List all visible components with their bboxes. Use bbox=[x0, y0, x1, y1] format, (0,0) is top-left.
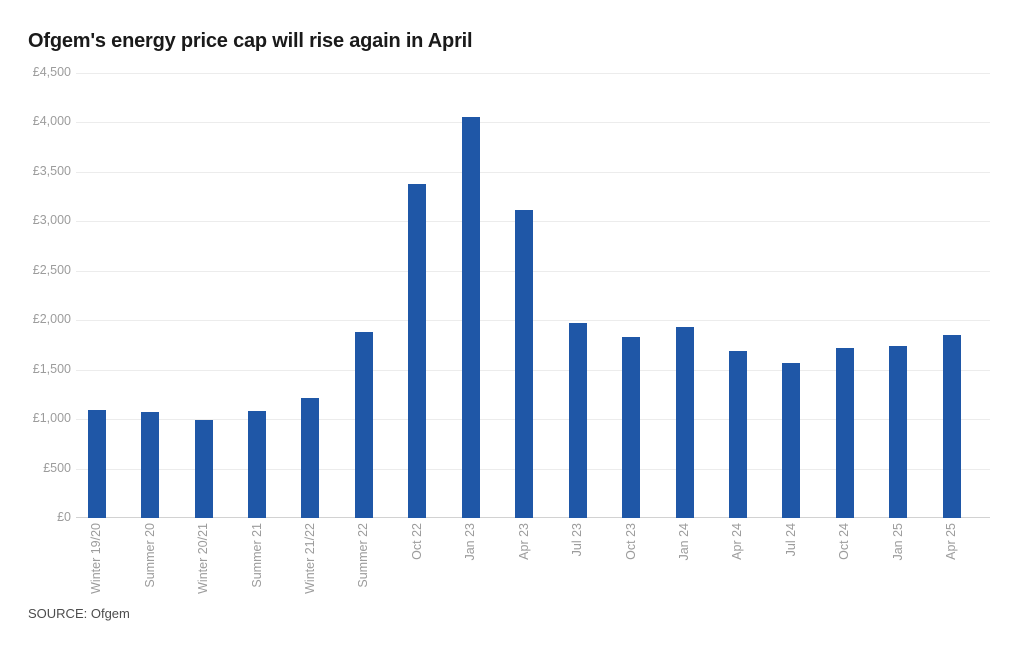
bar-jan-25 bbox=[889, 346, 908, 518]
x-tick-label-summer-20: Summer 20 bbox=[142, 523, 157, 588]
y-tick-label-2500: £2,500 bbox=[32, 262, 71, 277]
x-tick-label-apr-24: Apr 24 bbox=[730, 523, 745, 560]
y-tick-label-2000: £2,000 bbox=[32, 312, 71, 327]
y-tick-label-4000: £4,000 bbox=[32, 114, 71, 129]
bar-jul-24 bbox=[782, 362, 801, 518]
y-gridline bbox=[76, 171, 990, 173]
bar-jan-24 bbox=[675, 327, 694, 518]
bar-jul-23 bbox=[568, 322, 587, 518]
y-tick-label-4500: £4,500 bbox=[32, 65, 71, 79]
x-tick-label-jan-23: Jan 23 bbox=[463, 523, 478, 561]
bar-summer-22 bbox=[354, 331, 373, 518]
x-tick-label-winter-19-20: Winter 19/20 bbox=[89, 523, 104, 594]
bar-jan-23 bbox=[461, 116, 480, 518]
x-tick-label-jul-24: Jul 24 bbox=[783, 523, 798, 557]
x-tick-label-jan-24: Jan 24 bbox=[677, 523, 692, 561]
bar-oct-24 bbox=[835, 348, 854, 518]
bar-apr-23 bbox=[515, 209, 534, 518]
y-gridline bbox=[76, 122, 990, 124]
bar-apr-25 bbox=[942, 335, 961, 518]
bar-summer-20 bbox=[141, 412, 160, 518]
x-tick-label-winter-20-21: Winter 20/21 bbox=[196, 523, 211, 594]
y-tick-label-3500: £3,500 bbox=[32, 163, 71, 178]
y-tick-label-500: £500 bbox=[43, 460, 71, 475]
x-tick-label-summer-22: Summer 22 bbox=[356, 523, 371, 588]
bar-winter-21-22 bbox=[301, 397, 320, 518]
bar-summer-21 bbox=[248, 410, 267, 518]
y-tick-label-1500: £1,500 bbox=[32, 361, 71, 376]
y-tick-label-3000: £3,000 bbox=[32, 213, 71, 228]
x-tick-label-oct-24: Oct 24 bbox=[837, 523, 852, 560]
bar-oct-23 bbox=[622, 336, 641, 518]
x-tick-label-oct-22: Oct 22 bbox=[409, 523, 424, 560]
y-tick-label-0: £0 bbox=[57, 510, 71, 524]
x-tick-label-summer-21: Summer 21 bbox=[249, 523, 264, 588]
x-tick-label-winter-21-22: Winter 21/22 bbox=[302, 523, 317, 594]
x-tick-label-apr-23: Apr 23 bbox=[516, 523, 531, 560]
y-tick-label-1000: £1,000 bbox=[32, 411, 71, 426]
x-tick-label-apr-25: Apr 25 bbox=[944, 523, 959, 560]
bar-winter-19-20 bbox=[87, 410, 106, 518]
x-tick-label-oct-23: Oct 23 bbox=[623, 523, 638, 560]
bar-apr-24 bbox=[728, 350, 747, 518]
chart-title: Ofgem's energy price cap will rise again… bbox=[28, 30, 473, 52]
bar-oct-22 bbox=[408, 184, 427, 518]
plot-area bbox=[76, 73, 990, 518]
y-gridline bbox=[76, 73, 990, 74]
bar-winter-20-21 bbox=[194, 420, 213, 518]
source-note: SOURCE: Ofgem bbox=[28, 606, 130, 621]
x-tick-label-jan-25: Jan 25 bbox=[890, 523, 905, 561]
x-tick-label-jul-23: Jul 23 bbox=[570, 523, 585, 557]
